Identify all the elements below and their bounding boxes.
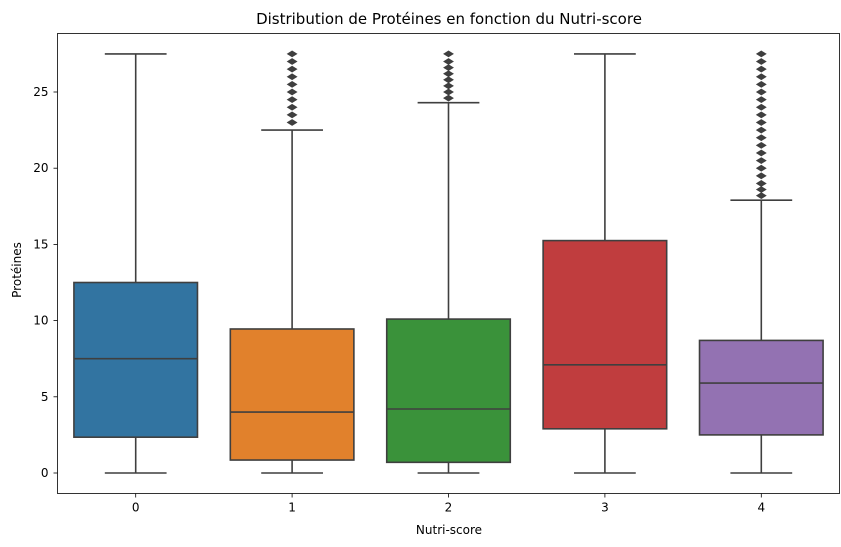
outlier-marker [443, 64, 454, 72]
outlier-marker [286, 88, 298, 96]
y-tick-label: 25 [33, 85, 48, 99]
plot-frame [57, 33, 840, 494]
outlier-marker [755, 186, 767, 193]
outlier-marker [755, 103, 767, 111]
outlier-marker [443, 76, 454, 84]
x-tick-label: 3 [601, 501, 609, 515]
y-tick-label: 0 [41, 466, 49, 480]
x-tick-label: 2 [445, 501, 453, 515]
box-1 [229, 328, 355, 461]
outlier-marker [286, 111, 298, 119]
outlier-marker [755, 58, 767, 65]
outlier-marker [286, 50, 298, 58]
y-tick-label: 10 [33, 314, 48, 328]
y-axis-label: Protéines [10, 242, 24, 298]
x-axis-label: Nutri-score [416, 523, 482, 537]
y-tick-label: 15 [33, 237, 48, 251]
chart-title: Distribution de Protéines en fonction du… [256, 10, 642, 28]
outlier-marker [286, 96, 298, 104]
outlier-marker [286, 73, 298, 81]
x-tick-label: 0 [132, 501, 140, 515]
outlier-marker [755, 119, 767, 126]
box-3 [542, 239, 668, 430]
outlier-marker [755, 65, 767, 73]
outlier-marker [286, 58, 298, 65]
x-tick-label: 4 [757, 501, 765, 515]
plot-layer: 0 5 10 15 20 25 0 1 2 3 4 [33, 50, 824, 515]
outlier-marker [443, 50, 454, 58]
outlier-marker [755, 164, 767, 172]
outlier-marker [755, 80, 767, 88]
outlier-marker [755, 172, 767, 180]
outlier-marker [755, 149, 767, 157]
box-2 [385, 318, 512, 464]
y-tick-label: 5 [41, 390, 49, 404]
outlier-marker [755, 180, 767, 187]
y-tick-label: 20 [33, 161, 48, 175]
outlier-marker [755, 73, 767, 81]
outlier-marker [755, 111, 767, 119]
outlier-marker [755, 50, 767, 58]
outlier-marker [443, 82, 454, 90]
x-tick-label: 1 [288, 501, 296, 515]
outlier-marker [286, 119, 298, 126]
outlier-marker [286, 80, 298, 88]
outlier-marker [755, 96, 767, 104]
outlier-marker [755, 141, 767, 149]
outlier-marker [443, 70, 454, 78]
outlier-marker [443, 58, 454, 65]
outlier-marker [755, 157, 767, 164]
outlier-marker [286, 65, 298, 73]
box-4 [698, 339, 824, 436]
outlier-marker [755, 126, 767, 134]
box-0 [73, 281, 199, 438]
outlier-marker [286, 103, 298, 111]
outlier-marker [443, 88, 454, 96]
outlier-marker [755, 134, 767, 142]
outlier-marker [443, 94, 454, 102]
outlier-marker [755, 88, 767, 96]
outlier-marker [755, 192, 767, 200]
